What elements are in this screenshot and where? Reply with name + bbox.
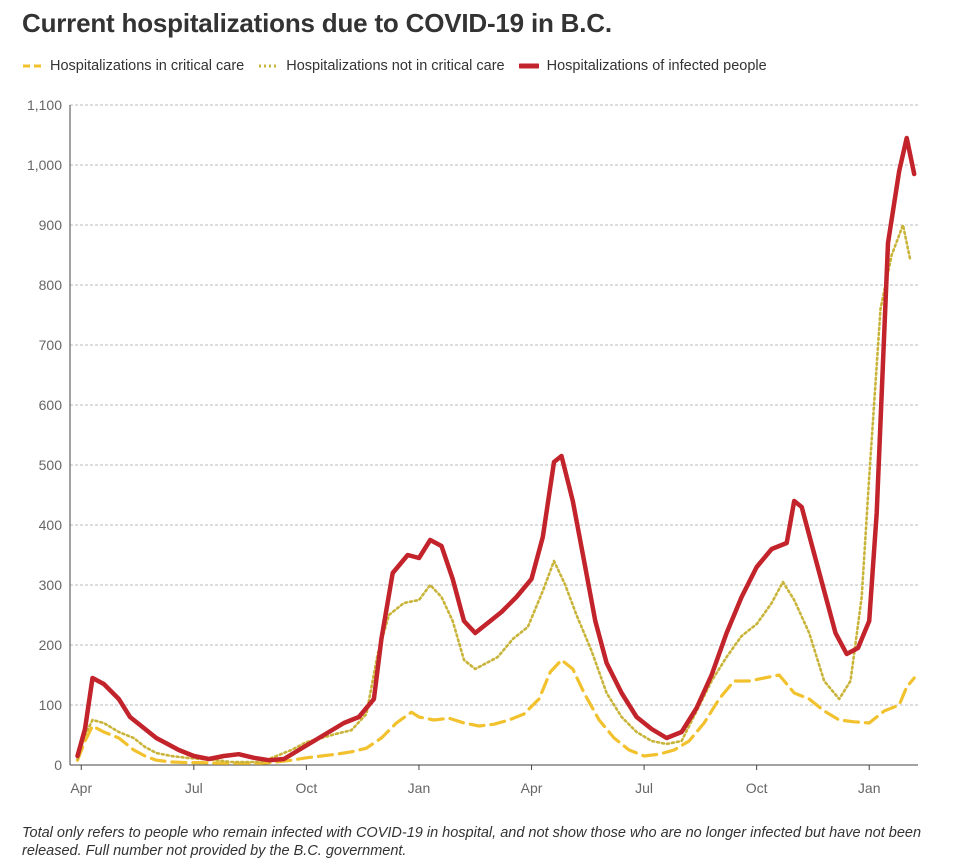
x-tick-label: Apr — [70, 780, 92, 796]
y-tick-label: 300 — [39, 577, 63, 593]
x-tick-label: Jan — [408, 780, 431, 796]
x-tick-label: Jan — [858, 780, 881, 796]
legend-item-infected: Hospitalizations of infected people — [518, 58, 767, 74]
series-line-infected — [75, 135, 917, 763]
y-tick-label: 0 — [54, 757, 62, 773]
legend-item-critical: Hospitalizations in critical care — [22, 58, 244, 74]
x-tick-label: Oct — [295, 780, 317, 796]
legend-swatch-not-critical — [259, 64, 278, 68]
y-axis: 0 100 200 300 400 500 600 700 800 900 1,000 1,100 — [27, 97, 71, 773]
x-tick-label: Oct — [746, 780, 768, 796]
legend-swatch-infected — [518, 63, 539, 69]
y-tick-label: 1,100 — [27, 97, 62, 113]
y-tick-label: 100 — [39, 697, 63, 713]
y-tick-label: 1,000 — [27, 157, 62, 173]
y-tick-label: 400 — [39, 517, 63, 533]
series-lines — [75, 135, 917, 765]
legend-label-critical: Hospitalizations in critical care — [50, 58, 245, 74]
gridlines — [70, 104, 918, 706]
x-tick-label: Jul — [635, 780, 653, 796]
x-axis: Apr Jul Oct Jan Apr Jul Oct Jan — [70, 764, 918, 796]
legend-item-not-critical: Hospitalizations not in critical care — [258, 58, 505, 74]
footnote: Total only refers to people who remain i… — [22, 825, 922, 859]
y-tick-label: 200 — [39, 637, 63, 653]
legend-label-infected: Hospitalizations of infected people — [546, 58, 767, 74]
chart-title: Current hospitalizations due to COVID-19… — [22, 8, 612, 38]
chart-legend: Hospitalizations in critical care Hospit… — [22, 58, 767, 74]
x-tick-label: Apr — [521, 780, 543, 796]
y-tick-label: 500 — [39, 457, 63, 473]
x-tick-label: Jul — [185, 780, 203, 796]
y-tick-label: 700 — [39, 337, 63, 353]
y-tick-label: 900 — [39, 217, 63, 233]
y-tick-label: 800 — [39, 277, 63, 293]
legend-label-not-critical: Hospitalizations not in critical care — [286, 58, 505, 74]
legend-swatch-critical — [23, 64, 41, 68]
line-chart: 0 100 200 300 400 500 600 700 800 900 1,000 1,100 A… — [27, 97, 918, 796]
y-tick-label: 600 — [39, 397, 63, 413]
series-line-critical — [75, 658, 916, 765]
